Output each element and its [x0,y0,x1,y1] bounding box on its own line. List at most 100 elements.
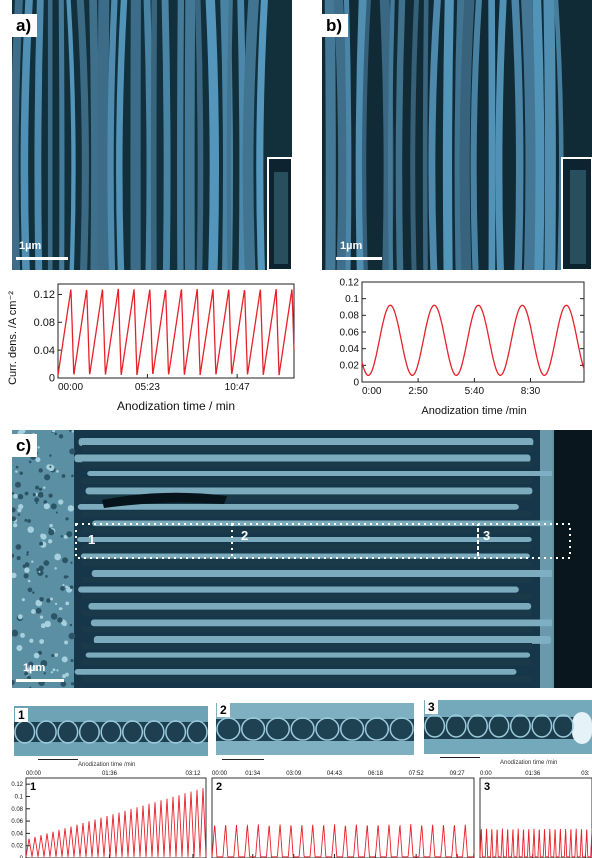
sem-fiber [442,0,454,270]
scale-label-b: 1µm [340,240,363,252]
sem-grain [32,493,36,497]
sem-grain [15,465,19,469]
sem-grain [43,500,48,504]
sem-fiber [66,0,76,270]
sem-grain [26,675,31,680]
sem-grain [58,434,64,439]
strip-bead [531,714,553,738]
sem-fiber [34,0,44,270]
sem-fiber [177,0,185,270]
sem-grain [12,572,17,579]
chart-b-ytick-label: 0.02 [340,361,360,372]
sem-fiber [161,0,171,270]
chart-b-ytick-label: 0.04 [340,344,360,355]
sem-grain [65,517,69,521]
sem-grain [38,565,44,571]
sem-grain [24,567,30,573]
chart-c2-plot-frame [211,777,475,858]
chart-c2-series-line [211,824,475,858]
sem-grain [52,668,56,672]
sem-grain [39,596,44,602]
region-label-2: 2 [241,528,249,543]
chart-c3-series-line [479,828,592,858]
strip-bead [290,717,315,741]
strip-label-3: 3 [425,700,438,714]
sem-fiber [242,0,259,270]
sem-grain [37,446,40,449]
sem-channel-wall [78,586,519,593]
sem-channel-wall [74,669,517,675]
sem-channel [82,643,532,649]
sem-grain [17,513,21,516]
chart-c1-ytick-label: 0.08 [11,807,23,813]
sem-channel [82,494,532,501]
chart-a-xtick-label: 10:47 [225,382,250,393]
sem-grain [65,585,68,589]
sem-grain [12,629,19,637]
sem-channel-wall [88,603,532,610]
strip-bead [364,717,389,741]
strip-scale-bar-2 [222,759,264,760]
strip-bead [389,717,414,741]
sem-grain [43,486,46,489]
panel-label-c: c) [12,434,38,457]
sem-channel [82,445,532,451]
sem-grain [45,575,48,578]
sem-fiber [194,0,204,270]
sem-channel [82,577,532,583]
sem-grain [34,497,40,503]
sem-grain [49,523,53,528]
sem-grain [71,430,74,433]
sem-channel [82,560,532,567]
sem-grain [27,587,33,593]
sem-channel-wall [77,537,532,543]
sem-fiber [130,0,141,270]
sem-grain [16,556,21,561]
sem-grain [67,505,75,512]
sem-grain [54,653,59,657]
sem-grain [44,620,51,628]
sem-grain [15,544,22,550]
sem-grain [23,573,29,579]
sem-grain [62,557,69,564]
sem-grain [24,671,28,676]
sem-channel [82,527,532,534]
sem-fiber [107,0,118,270]
strip-bead [186,720,208,744]
chart-b-xtick-label: 8:30 [521,386,541,397]
sem-fiber [532,0,545,270]
sem-channel [82,676,532,682]
sem-grain [31,609,36,614]
sem-grain [62,674,67,679]
sem-grain [12,553,15,558]
chart-c1-ytick-label: 0.06 [11,819,23,825]
sem-image-c [12,430,592,688]
sem-grain [33,652,40,659]
chart-c1-series-line [25,788,207,857]
sem-grain [61,620,67,626]
chart-c1-label: 1 [30,781,36,793]
sem-grain [26,553,29,556]
sem-grain [17,614,23,620]
sem-grain [35,485,40,490]
chart-c1-plot-frame [25,777,207,858]
region-box-2 [231,523,479,559]
chart-c3-xtick-label: 01:36 [525,771,541,777]
sem-grain [49,454,52,457]
panel-label-b: b) [322,14,349,37]
strip-image-1 [14,706,208,756]
chart-a-series-line [57,288,295,376]
sem-grain [54,602,58,606]
sem-grain [26,667,32,673]
chart-c1-ytick-label: 0.04 [11,831,23,837]
strip-label-1: 1 [15,708,28,722]
sem-grain [38,570,41,573]
chart-c3-xtick-label: 0:00 [480,771,492,777]
strip-bead [467,714,489,738]
region-label-1: 1 [88,532,96,547]
sem-grain [24,518,28,522]
sem-fiber [20,0,33,270]
sem-grain [49,465,52,468]
strip-image-3 [424,700,592,754]
sem-fiber [150,0,158,270]
